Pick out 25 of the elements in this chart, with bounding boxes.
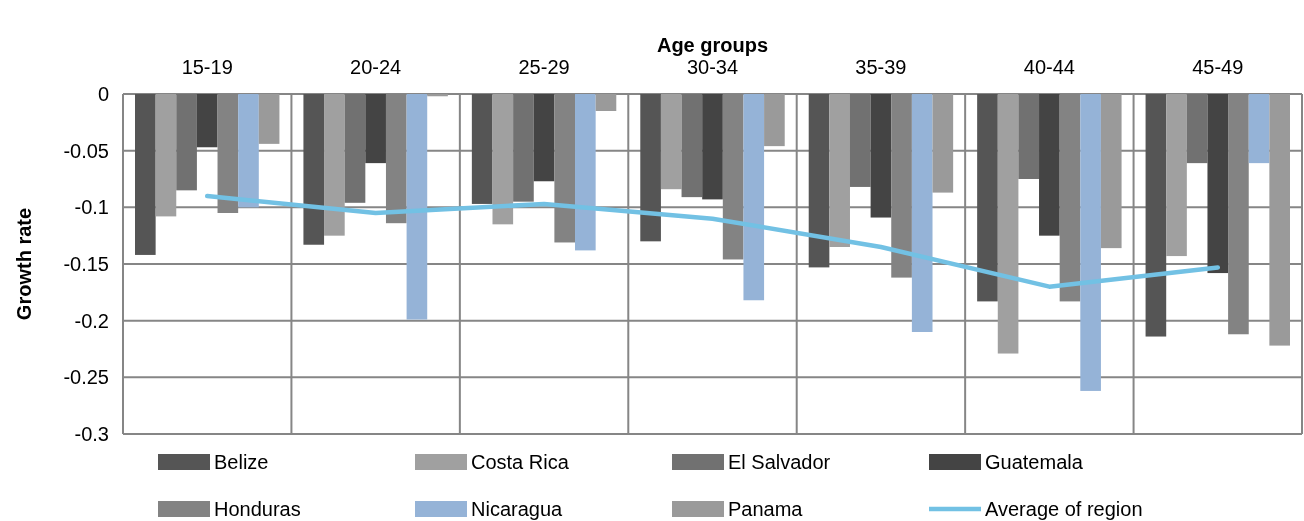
x-tick-label: 15-19 — [181, 56, 233, 78]
legend-label: Panama — [728, 498, 804, 520]
y-tick-label: -0.2 — [74, 309, 109, 332]
y-tick-label: -0.25 — [63, 366, 109, 389]
legend-label: Average of region — [985, 498, 1143, 520]
x-axis-title: Age groups — [656, 34, 769, 56]
y-tick-label: -0.3 — [74, 423, 109, 445]
legend-label: Nicaragua — [471, 498, 564, 520]
line-series — [204, 193, 1221, 289]
x-tick-label: 30-34 — [686, 56, 739, 78]
legend-label: Guatemala — [985, 451, 1084, 473]
x-tick-label: 40-44 — [1023, 56, 1075, 78]
x-tick-label: 20-24 — [350, 56, 402, 78]
y-axis-title: Growth rate — [13, 207, 35, 321]
y-tick-label: 0 — [97, 83, 109, 105]
x-tick-label: 45-49 — [1192, 56, 1244, 78]
y-tick-label: -0.1 — [74, 196, 109, 219]
legend-label: Belize — [214, 451, 269, 473]
y-tick-label: -0.05 — [63, 139, 109, 162]
legend-label: Honduras — [214, 498, 301, 520]
y-tick-label: -0.15 — [63, 253, 109, 275]
x-tick-label: 35-39 — [855, 56, 907, 78]
legend-label: Costa Rica — [471, 451, 570, 473]
legend-label: El Salvador — [728, 451, 831, 473]
x-tick-label: 25-29 — [518, 56, 570, 78]
